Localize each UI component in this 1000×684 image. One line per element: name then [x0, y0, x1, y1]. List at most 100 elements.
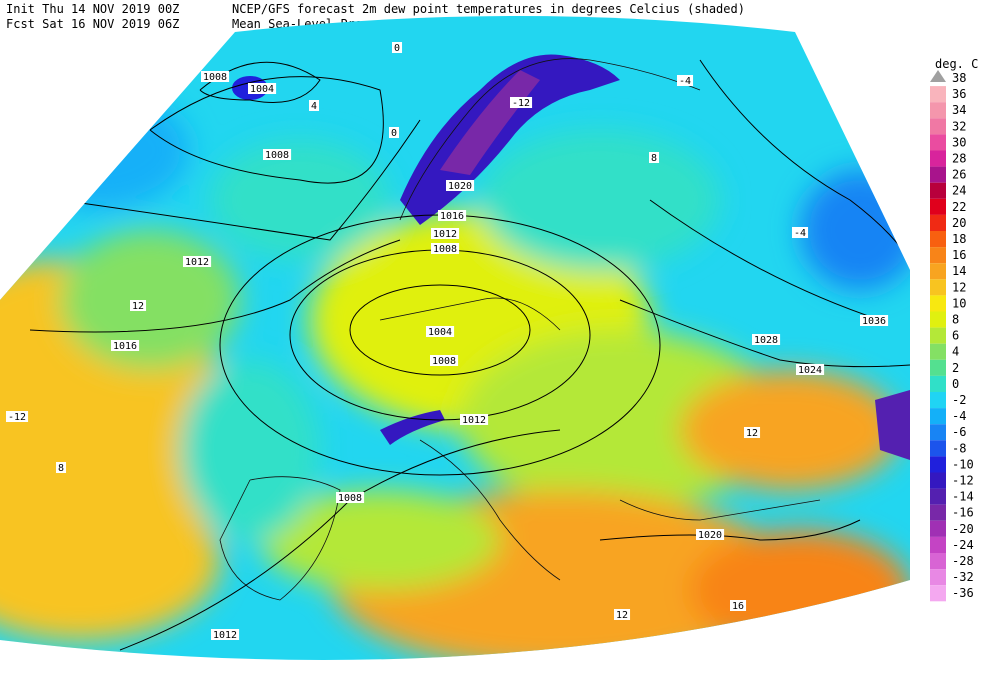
map-label: 1012	[462, 415, 486, 426]
legend-label: 16	[952, 248, 966, 262]
legend-label: -36	[952, 586, 974, 600]
label-box	[336, 492, 365, 503]
legend-label: 24	[952, 184, 966, 198]
label-box	[431, 243, 460, 254]
legend-swatch	[930, 102, 946, 119]
label-box	[744, 427, 761, 438]
legend-swatch	[930, 504, 946, 521]
legend-label: -14	[952, 490, 974, 504]
legend-swatch	[930, 359, 946, 376]
legend-swatch	[930, 150, 946, 167]
legend-label: 8	[952, 313, 959, 327]
label-box	[56, 462, 67, 473]
label-box	[430, 355, 459, 366]
label-box	[201, 71, 230, 82]
legend-label: -6	[952, 425, 966, 439]
legend: 38363432302826242220181614121086420-2-4-…	[930, 70, 974, 602]
map-label: 1028	[754, 335, 778, 346]
map-label: 1004	[250, 84, 274, 95]
label-box	[460, 414, 489, 425]
map	[0, 16, 910, 660]
label-box	[309, 100, 320, 111]
init-text: Init Thu 14 NOV 2019 00Z	[6, 2, 179, 16]
legend-label: -16	[952, 506, 974, 520]
map-label: 1008	[338, 493, 362, 504]
legend-arrow	[930, 70, 946, 82]
label-box	[860, 315, 889, 326]
legend-label: 12	[952, 280, 966, 294]
map-label: 1036	[862, 316, 886, 327]
legend-swatch	[930, 247, 946, 264]
legend-label: -2	[952, 393, 966, 407]
map-label: 1004	[428, 327, 452, 338]
legend-swatch	[930, 295, 946, 312]
label-box	[111, 340, 140, 351]
legend-title: deg. C	[935, 57, 978, 71]
label-box	[431, 228, 460, 239]
map-label: 0	[394, 43, 400, 54]
legend-label: 20	[952, 216, 966, 230]
legend-label: 34	[952, 103, 966, 117]
legend-swatch	[930, 214, 946, 231]
legend-swatch	[930, 440, 946, 457]
map-label: -12	[8, 412, 26, 423]
map-label: 0	[391, 128, 397, 139]
legend-swatch	[930, 375, 946, 392]
legend-label: -8	[952, 441, 966, 455]
legend-label: 26	[952, 168, 966, 182]
legend-swatch	[930, 553, 946, 570]
label-box	[438, 210, 467, 221]
legend-swatch	[930, 86, 946, 103]
legend-label: 0	[952, 377, 959, 391]
legend-swatch	[930, 392, 946, 409]
legend-label: -4	[952, 409, 966, 423]
map-label: 1008	[203, 72, 227, 83]
map-label: 1020	[698, 530, 722, 541]
map-label: 1008	[265, 150, 289, 161]
legend-swatch	[930, 343, 946, 360]
map-label: 1012	[185, 257, 209, 268]
legend-label: -12	[952, 474, 974, 488]
label-box	[796, 364, 825, 375]
map-label: 4	[311, 101, 317, 112]
map-label: 12	[746, 428, 758, 439]
label-box	[730, 600, 747, 611]
label-box	[677, 75, 694, 86]
map-label: 1020	[448, 181, 472, 192]
legend-swatch	[930, 327, 946, 344]
map-label: 12	[132, 301, 144, 312]
legend-swatch	[930, 134, 946, 151]
map-label: 12	[616, 610, 628, 621]
legend-swatch	[930, 424, 946, 441]
legend-swatch	[930, 263, 946, 280]
legend-swatch	[930, 472, 946, 489]
map-labels: 1004 1008 1008 1012 1016 1020 1016 1012 1008 1004…	[6, 42, 889, 641]
label-box	[446, 180, 475, 191]
legend-label: 10	[952, 296, 966, 310]
legend-label: 2	[952, 361, 959, 375]
map-label: 1016	[440, 211, 464, 222]
legend-swatch	[930, 456, 946, 473]
legend-swatch	[930, 231, 946, 248]
title: NCEP/GFS forecast 2m dew point temperatu…	[232, 2, 745, 16]
map-label: 1016	[113, 341, 137, 352]
map-label: 16	[732, 601, 744, 612]
label-box	[510, 97, 533, 108]
legend-swatch	[930, 118, 946, 135]
legend-swatch	[930, 279, 946, 296]
map-label: 1008	[432, 356, 456, 367]
label-box	[183, 256, 212, 267]
map-label: 1024	[798, 365, 822, 376]
legend-swatch	[930, 198, 946, 215]
legend-label: 32	[952, 119, 966, 133]
label-box	[263, 149, 292, 160]
legend-swatch	[930, 536, 946, 553]
legend-swatch	[930, 182, 946, 199]
label-box	[614, 609, 631, 620]
map-label: -4	[679, 76, 691, 87]
label-box	[392, 42, 403, 53]
legend-swatch	[930, 520, 946, 537]
label-box	[211, 629, 240, 640]
map-label: -4	[794, 228, 806, 239]
